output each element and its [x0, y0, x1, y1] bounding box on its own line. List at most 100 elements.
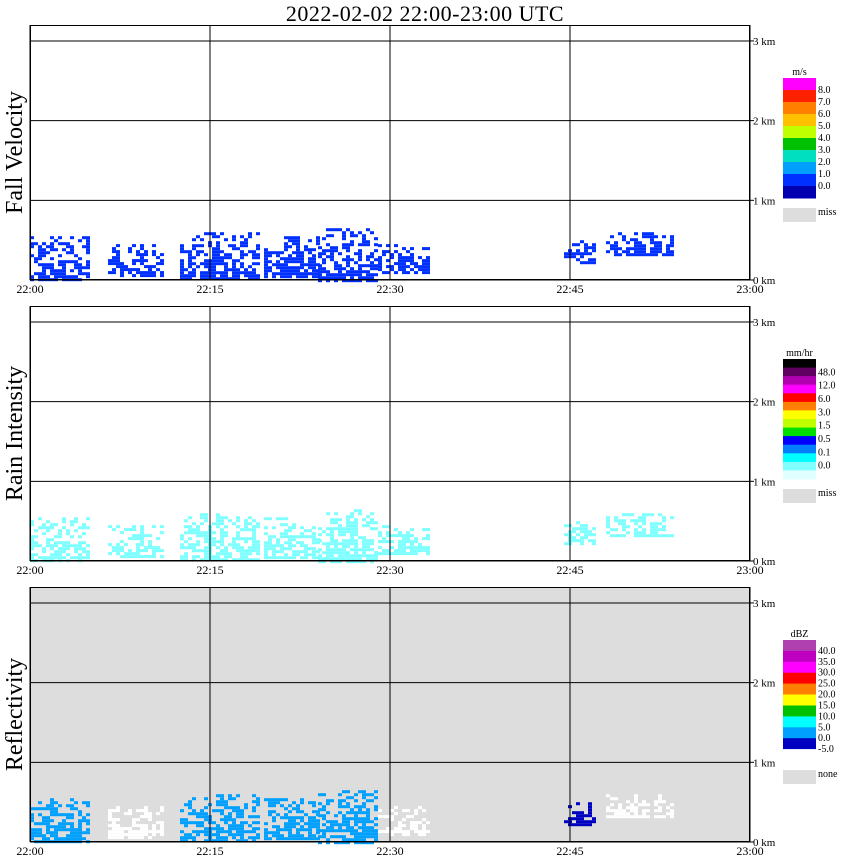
echo-cell: [346, 841, 350, 845]
echo-cell: [398, 253, 402, 257]
echo-cell: [256, 277, 260, 281]
echo-cell: [588, 246, 592, 250]
echo-cell: [370, 560, 374, 564]
echo-cell: [626, 241, 630, 245]
echo-cell: [366, 539, 370, 543]
legend-miss-label: none: [818, 769, 838, 780]
echo-cell: [86, 248, 90, 252]
echo-cell: [406, 540, 410, 544]
echo-cell: [418, 821, 422, 825]
echo-cell: [216, 803, 220, 807]
y-tick-label: 1 km: [753, 195, 776, 207]
echo-cell: [212, 259, 216, 263]
echo-cell: [338, 811, 342, 815]
echo-cell: [70, 544, 74, 548]
echo-cell: [156, 830, 160, 834]
echo-cell: [200, 809, 204, 813]
echo-cell: [370, 799, 374, 803]
echo-cell: [240, 256, 244, 260]
echo-cell: [216, 552, 220, 556]
echo-cell: [220, 531, 224, 535]
echo-cell: [386, 534, 390, 538]
legend-label: 2.0: [818, 157, 831, 168]
echo-cell: [30, 541, 34, 545]
echo-cell: [70, 520, 74, 524]
echo-cell: [220, 800, 224, 804]
echo-cell: [42, 816, 46, 820]
echo-cell: [308, 272, 312, 276]
echo-cell: [50, 242, 54, 246]
legend-swatch: [783, 461, 816, 471]
legend-label: 6.0: [818, 109, 831, 120]
echo-cell: [366, 841, 370, 845]
echo-cell: [584, 536, 588, 540]
echo-cell: [42, 523, 46, 527]
echo-cell: [402, 271, 406, 275]
echo-cell: [342, 237, 346, 241]
x-tick-label: 23:00: [736, 844, 763, 858]
echo-cell: [358, 512, 362, 516]
echo-cell: [46, 544, 50, 548]
echo-cell: [342, 273, 346, 277]
echo-cell: [248, 558, 252, 562]
echo-cell: [386, 271, 390, 275]
echo-cell: [62, 837, 66, 841]
echo-cell: [584, 524, 588, 528]
echo-cell: [308, 529, 312, 533]
echo-cell: [184, 268, 188, 272]
echo-cell: [200, 531, 204, 535]
echo-cell: [654, 525, 658, 529]
echo-cell: [592, 243, 596, 247]
echo-cell: [576, 533, 580, 537]
echo-cell: [322, 237, 326, 241]
echo-cell: [402, 256, 406, 260]
echo-cell: [204, 271, 208, 275]
echo-cell: [54, 553, 58, 557]
echo-cell: [414, 537, 418, 541]
echo-cell: [38, 248, 42, 252]
echo-cell: [252, 274, 256, 278]
echo-cell: [280, 547, 284, 551]
echo-cell: [330, 530, 334, 534]
echo-cell: [334, 279, 338, 283]
echo-cell: [204, 549, 208, 553]
echo-cell: [264, 263, 268, 267]
echo-cell: [326, 249, 330, 253]
echo-cell: [264, 269, 268, 273]
echo-cell: [410, 534, 414, 538]
echo-cell: [358, 255, 362, 259]
echo-cell: [338, 799, 342, 803]
echo-region: [30, 798, 90, 844]
echo-cell: [662, 528, 666, 532]
echo-cell: [588, 261, 592, 265]
echo-cell: [288, 831, 292, 835]
echo-cell: [410, 256, 414, 260]
echo-cell: [374, 279, 378, 283]
echo-cell: [366, 243, 370, 247]
echo-cell: [346, 515, 350, 519]
echo-cell: [654, 244, 658, 248]
echo-cell: [204, 537, 208, 541]
y-tick-label: 0 km: [753, 556, 776, 568]
echo-cell: [326, 533, 330, 537]
echo-cell: [334, 228, 338, 232]
echo-cell: [572, 530, 576, 534]
echo-cell: [116, 806, 120, 810]
echo-cell: [184, 519, 188, 523]
echo-cell: [592, 258, 596, 262]
echo-cell: [350, 258, 354, 262]
echo-cell: [342, 799, 346, 803]
echo-cell: [634, 534, 638, 538]
echo-cell: [304, 263, 308, 267]
echo-cell: [374, 237, 378, 241]
echo-cell: [272, 272, 276, 276]
echo-cell: [622, 528, 626, 532]
echo-cell: [292, 837, 296, 841]
echo-cell: [642, 247, 646, 251]
echo-cell: [666, 534, 670, 538]
echo-cell: [228, 827, 232, 831]
echo-cell: [276, 517, 280, 521]
echo-cell: [386, 531, 390, 535]
echo-cell: [116, 256, 120, 260]
echo-cell: [426, 537, 430, 541]
